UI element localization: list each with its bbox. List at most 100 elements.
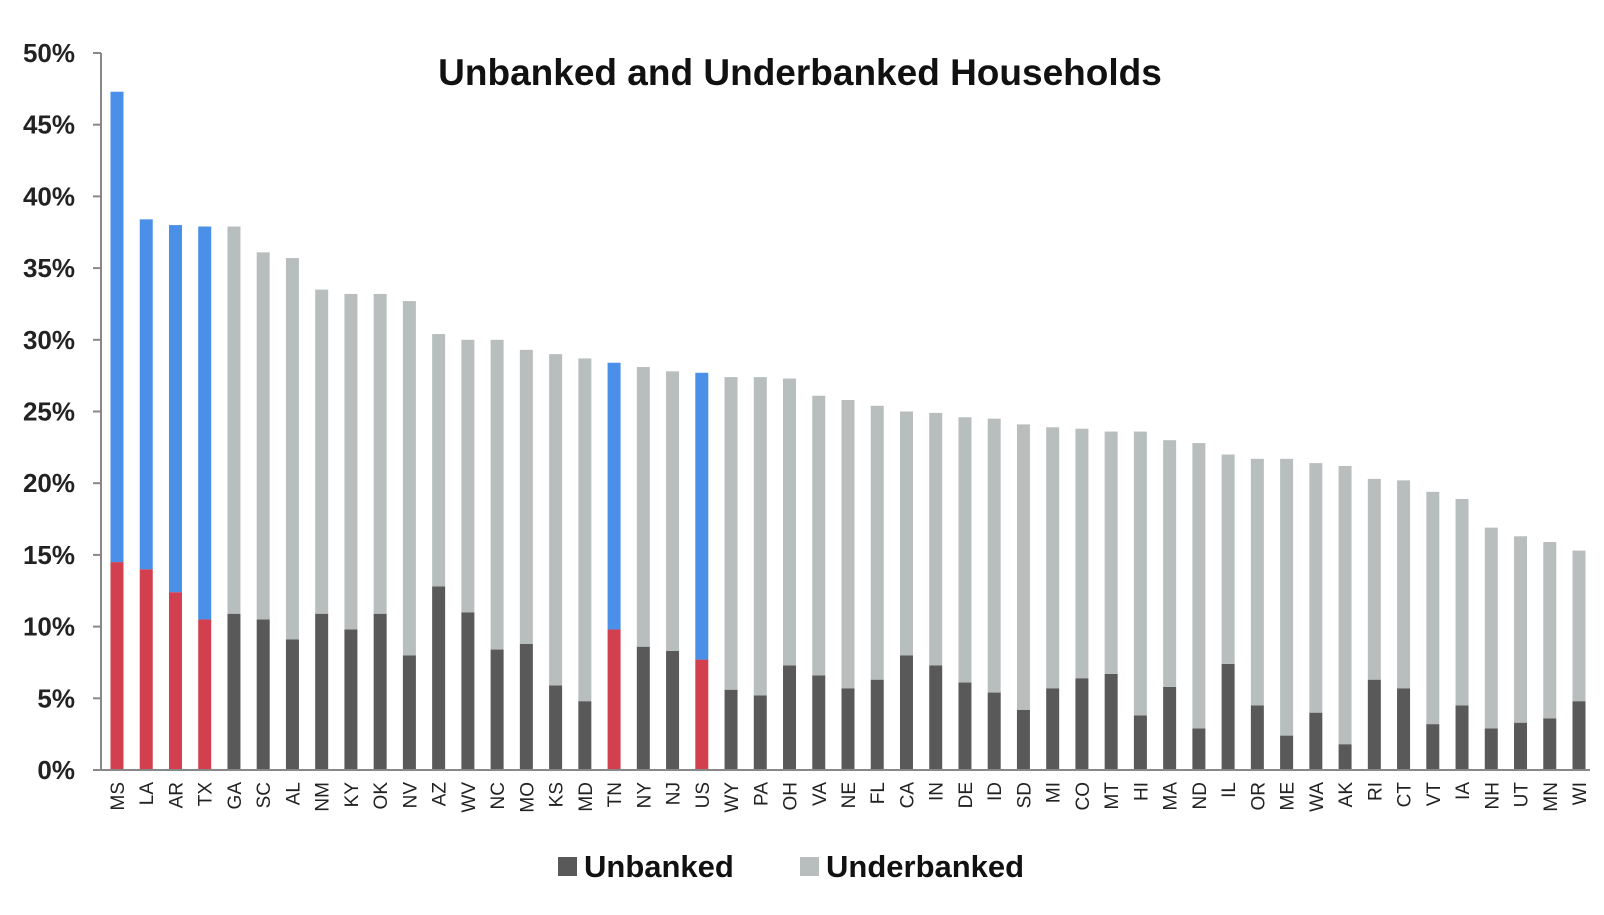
x-tick-label: MN bbox=[1541, 782, 1562, 812]
y-tick-label: 40% bbox=[23, 181, 75, 211]
bar-unbanked-hi bbox=[1133, 715, 1147, 770]
bar-unbanked-fl bbox=[870, 679, 884, 770]
bar-underbanked-in bbox=[929, 412, 943, 666]
bar-underbanked-nc bbox=[490, 339, 504, 650]
bar-underbanked-sc bbox=[256, 252, 270, 620]
bar-unbanked-ks bbox=[549, 685, 563, 770]
bar-unbanked-us bbox=[695, 659, 709, 770]
bar-unbanked-ny bbox=[636, 646, 650, 770]
bar-unbanked-sd bbox=[1016, 709, 1030, 770]
bar-underbanked-ak bbox=[1338, 465, 1352, 745]
x-tick-label: OK bbox=[371, 782, 392, 810]
bar-unbanked-ky bbox=[344, 629, 358, 770]
x-tick-label: VA bbox=[810, 782, 831, 806]
x-tick-label: UT bbox=[1512, 782, 1533, 808]
bar-underbanked-ga bbox=[227, 226, 241, 614]
bar-unbanked-ne bbox=[841, 688, 855, 770]
bar-unbanked-az bbox=[432, 586, 446, 770]
x-tick-label: TN bbox=[605, 782, 626, 807]
bar-unbanked-tx bbox=[198, 619, 212, 770]
legend: Unbanked Underbanked bbox=[558, 849, 1024, 884]
x-tick-label: NH bbox=[1482, 782, 1503, 809]
bar-unbanked-oh bbox=[783, 665, 797, 770]
bar-unbanked-pa bbox=[753, 695, 767, 770]
x-tick-label: MI bbox=[1044, 782, 1065, 803]
x-tick-label: NV bbox=[400, 782, 421, 809]
x-tick-label: WI bbox=[1570, 782, 1591, 805]
bar-unbanked-in bbox=[929, 665, 943, 770]
x-tick-label: MO bbox=[517, 782, 538, 813]
bar-unbanked-or bbox=[1250, 705, 1264, 770]
x-tick-label: AK bbox=[1336, 782, 1357, 808]
x-tick-label: KY bbox=[342, 782, 363, 808]
bar-underbanked-fl bbox=[870, 405, 884, 680]
bar-underbanked-mi bbox=[1046, 427, 1060, 689]
bar-underbanked-ok bbox=[373, 293, 387, 614]
bar-unbanked-ma bbox=[1163, 686, 1177, 770]
bar-underbanked-ri bbox=[1367, 478, 1381, 680]
x-tick-label: ND bbox=[1190, 782, 1211, 809]
x-tick-label: OR bbox=[1248, 782, 1269, 811]
bar-unbanked-nc bbox=[490, 649, 504, 770]
x-tick-label: KS bbox=[547, 782, 568, 807]
bar-underbanked-pa bbox=[753, 377, 767, 696]
bar-unbanked-mn bbox=[1543, 718, 1557, 770]
x-tick-label: WV bbox=[459, 782, 480, 813]
y-tick-label: 15% bbox=[23, 540, 75, 570]
bar-underbanked-nj bbox=[666, 371, 680, 651]
y-axis-ticks: 0% 5% 10% 15% 20% 25% 30% 35% 40% 45% 50% bbox=[23, 38, 101, 785]
x-axis-labels: MS LA AR TX GA SC AL NM KY OK NV AZ WV NC MO KS MD TN NY NJ… bbox=[108, 782, 1591, 813]
x-tick-label: MS bbox=[108, 782, 129, 811]
bar-unbanked-wi bbox=[1572, 701, 1586, 770]
x-tick-label: AZ bbox=[430, 782, 451, 807]
x-tick-label: IN bbox=[927, 782, 948, 801]
bar-unbanked-ia bbox=[1455, 705, 1469, 770]
bar-underbanked-nm bbox=[315, 289, 329, 614]
x-tick-label: AR bbox=[166, 782, 187, 808]
chart-title: Unbanked and Underbanked Households bbox=[438, 52, 1162, 93]
x-tick-label: LA bbox=[137, 782, 158, 806]
bar-underbanked-tn bbox=[607, 362, 621, 630]
bar-underbanked-co bbox=[1075, 428, 1089, 679]
bars bbox=[110, 91, 1586, 770]
bar-unbanked-co bbox=[1075, 678, 1089, 770]
x-tick-label: OH bbox=[781, 782, 802, 811]
x-tick-label: CO bbox=[1073, 782, 1094, 811]
bar-underbanked-va bbox=[812, 395, 826, 676]
bar-underbanked-nh bbox=[1484, 527, 1498, 729]
bar-unbanked-md bbox=[578, 701, 592, 770]
bar-unbanked-wa bbox=[1309, 712, 1323, 770]
bar-underbanked-oh bbox=[783, 378, 797, 666]
bar-underbanked-mo bbox=[519, 349, 533, 644]
x-tick-label: CA bbox=[897, 782, 918, 809]
y-tick-label: 0% bbox=[37, 755, 75, 785]
x-tick-label: RI bbox=[1365, 782, 1386, 801]
bar-unbanked-mi bbox=[1046, 688, 1060, 770]
bar-unbanked-id bbox=[987, 692, 1001, 770]
legend-swatch-underbanked bbox=[800, 857, 819, 876]
bar-unbanked-ar bbox=[168, 592, 182, 770]
x-tick-label: ID bbox=[985, 782, 1006, 801]
y-tick-label: 30% bbox=[23, 325, 75, 355]
bar-underbanked-nv bbox=[402, 301, 416, 656]
bar-underbanked-wv bbox=[461, 339, 475, 613]
x-tick-label: NM bbox=[313, 782, 334, 812]
legend-swatch-unbanked bbox=[558, 857, 577, 876]
x-tick-label: IA bbox=[1453, 782, 1474, 800]
bar-underbanked-al bbox=[285, 258, 299, 640]
bar-underbanked-la bbox=[139, 219, 153, 570]
y-tick-label: 10% bbox=[23, 612, 75, 642]
bar-unbanked-mo bbox=[519, 643, 533, 770]
bar-unbanked-wv bbox=[461, 612, 475, 770]
bar-underbanked-us bbox=[695, 372, 709, 660]
bar-underbanked-tx bbox=[198, 226, 212, 620]
bar-underbanked-hi bbox=[1133, 431, 1147, 716]
bar-underbanked-de bbox=[958, 417, 972, 683]
x-tick-label: PA bbox=[751, 782, 772, 806]
x-tick-label: NC bbox=[488, 782, 509, 809]
bar-unbanked-ms bbox=[110, 562, 124, 770]
bar-unbanked-ga bbox=[227, 613, 241, 770]
bar-unbanked-ca bbox=[899, 655, 913, 770]
bar-unbanked-al bbox=[285, 639, 299, 770]
x-tick-label: DE bbox=[956, 782, 977, 808]
